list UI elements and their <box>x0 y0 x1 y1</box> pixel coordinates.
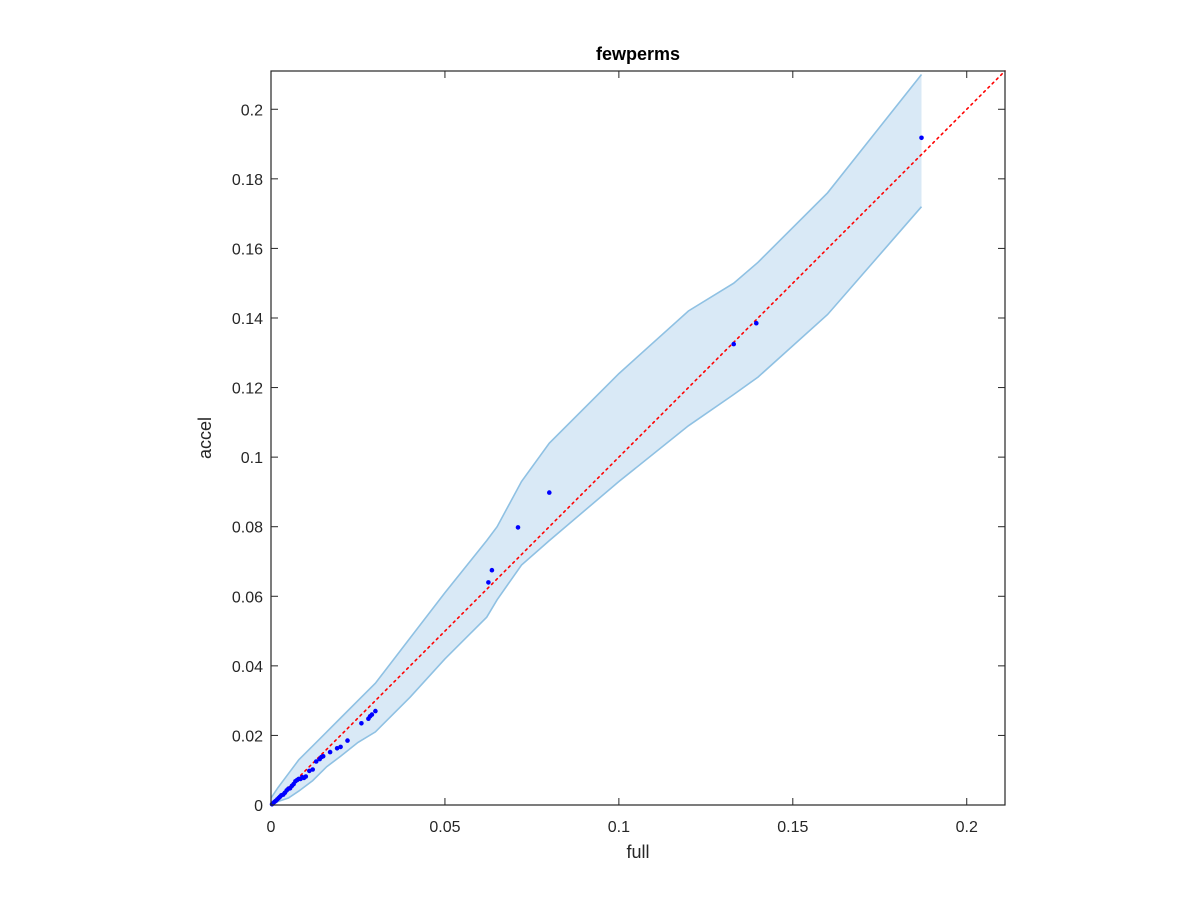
plot-frame <box>270 70 1006 806</box>
data-point <box>334 746 340 751</box>
data-point <box>515 525 521 530</box>
y-axis-ticks: 0 0.02 0.04 0.06 0.08 0.1 0.12 0.14 0.16 0.18 0.2 <box>232 102 1005 815</box>
data-point <box>310 767 316 772</box>
data-point <box>547 490 552 495</box>
data-point <box>313 759 319 764</box>
confidence-band <box>271 74 923 805</box>
x-tick-label: 0.1 <box>608 819 630 836</box>
y-tick-label: 0.14 <box>232 311 263 328</box>
data-point <box>320 754 326 759</box>
band-fill <box>271 74 922 805</box>
y-tick-label: 0.1 <box>241 450 263 467</box>
x-axis-ticks: 0 0.05 0.1 0.15 0.2 <box>267 71 978 836</box>
y-tick-label: 0.04 <box>232 659 263 676</box>
y-axis-label: accel <box>195 417 215 459</box>
band-lower-edge <box>271 206 923 805</box>
data-point <box>345 738 350 743</box>
y-tick-label: 0 <box>254 798 263 815</box>
data-point <box>303 774 309 779</box>
data-point <box>369 712 375 717</box>
band-upper-edge <box>271 74 923 799</box>
chart-title: fewperms <box>596 44 680 64</box>
axes-frame <box>270 70 1006 806</box>
data-point <box>359 721 364 726</box>
y-tick-label: 0.06 <box>232 589 263 606</box>
x-tick-label: 0.05 <box>429 819 460 836</box>
data-point <box>489 567 495 573</box>
x-tick-label: 0.15 <box>777 819 808 836</box>
data-point <box>373 708 378 714</box>
x-axis-label: full <box>626 842 649 862</box>
y-tick-label: 0.18 <box>232 172 263 189</box>
x-tick-label: 0.2 <box>956 819 978 836</box>
y-tick-label: 0.2 <box>241 102 263 119</box>
y-tick-label: 0.02 <box>232 728 263 745</box>
reference-line <box>270 70 1006 806</box>
data-point <box>754 320 759 326</box>
identity-reference-line <box>270 70 1006 806</box>
data-point <box>327 749 333 755</box>
y-tick-label: 0.12 <box>232 381 263 398</box>
x-tick-label: 0 <box>267 819 276 836</box>
data-point <box>338 744 343 750</box>
data-point <box>486 580 491 585</box>
y-tick-label: 0.16 <box>232 241 263 258</box>
data-point <box>731 341 736 347</box>
data-point <box>919 135 924 141</box>
y-tick-label: 0.08 <box>232 520 263 537</box>
